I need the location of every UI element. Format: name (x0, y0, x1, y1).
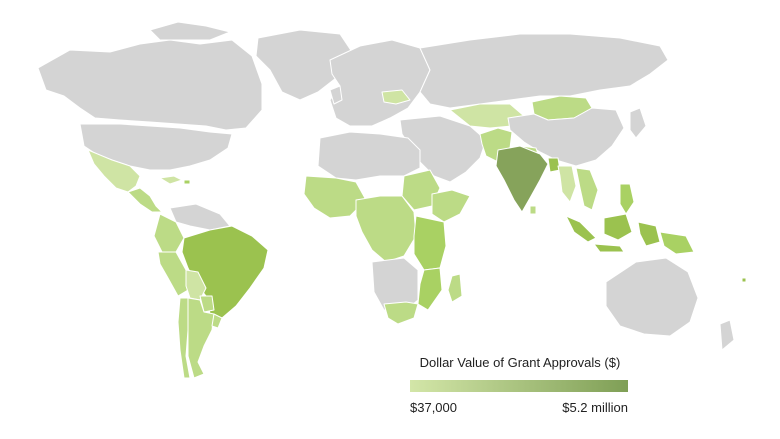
region-papua-new-guinea (659, 231, 695, 255)
region-china (507, 107, 625, 167)
region-mexico (87, 149, 141, 193)
region-madagascar (447, 273, 463, 303)
region-indonesia-java (593, 243, 625, 253)
region-ethiopia (431, 189, 471, 223)
region-pacific-island (741, 277, 747, 283)
region-new-zealand (719, 319, 735, 351)
region-australia (605, 257, 699, 337)
region-sri-lanka (529, 205, 537, 215)
legend-min-label: $37,000 (410, 400, 457, 415)
region-vietnam (575, 167, 599, 211)
region-venezuela (169, 203, 231, 231)
legend-max-label: $5.2 million (562, 400, 628, 415)
region-argentina (187, 297, 215, 379)
region-indonesia-sumatra (565, 215, 597, 243)
region-philippines (619, 183, 635, 215)
region-north-africa (317, 131, 421, 181)
region-myanmar (557, 165, 577, 203)
region-west-africa (303, 175, 367, 219)
region-east-africa (413, 215, 447, 271)
region-southern-africa (371, 257, 419, 311)
region-mozambique (417, 267, 443, 311)
region-greenland (255, 29, 353, 101)
region-japan (629, 107, 647, 139)
region-india (495, 145, 549, 213)
region-indonesia-east (637, 221, 661, 247)
region-peru (157, 251, 189, 297)
region-south-africa (383, 301, 419, 325)
region-central-america (127, 187, 163, 213)
region-central-africa (355, 195, 417, 263)
legend-title: Dollar Value of Grant Approvals ($) (419, 355, 621, 370)
region-caribbean-2 (183, 179, 191, 185)
region-uk (329, 85, 343, 105)
legend-color-scale (410, 380, 628, 392)
region-uruguay (211, 313, 223, 329)
region-ukraine (381, 89, 411, 105)
region-arctic-islands (149, 21, 231, 41)
region-europe (329, 39, 431, 127)
region-caribbean (159, 175, 183, 185)
region-bangladesh (547, 157, 561, 173)
region-russia (419, 33, 669, 109)
region-indonesia-borneo (603, 213, 633, 241)
region-canada (37, 39, 263, 131)
